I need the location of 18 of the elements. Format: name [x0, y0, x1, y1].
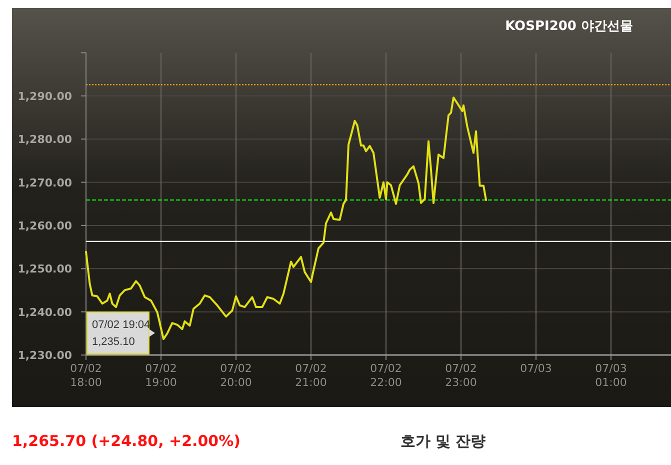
- y-tick-label: 1,230.00: [18, 349, 72, 362]
- x-tick-label: 07/02 21:00: [295, 362, 327, 389]
- x-tick-label: 07/02 19:00: [145, 362, 177, 389]
- x-tick-label: 07/03: [520, 362, 552, 375]
- x-tick-label: 07/02 18:00: [70, 362, 102, 389]
- x-tick-label: 07/02 20:00: [220, 362, 252, 389]
- text: 1,265.70 (+24.80, +2.00%): [12, 432, 240, 450]
- y-tick-label: 1,290.00: [18, 90, 72, 103]
- y-tick-label: 1,270.00: [18, 176, 72, 190]
- x-tick-label: 07/03 01:00: [595, 362, 627, 389]
- x-tick-label: 07/02 23:00: [445, 362, 477, 389]
- y-tick-label: 1,250.00: [18, 262, 72, 276]
- y-tick-label: 1,280.00: [18, 133, 72, 146]
- chart-title: KOSPI200 야간선물: [505, 19, 633, 34]
- y-tick-label: 1,260.00: [18, 219, 72, 232]
- text: 호가 및 잔량: [400, 432, 486, 450]
- y-tick-label: 1,240.00: [18, 306, 72, 319]
- x-tick-label: 07/02 22:00: [370, 362, 402, 389]
